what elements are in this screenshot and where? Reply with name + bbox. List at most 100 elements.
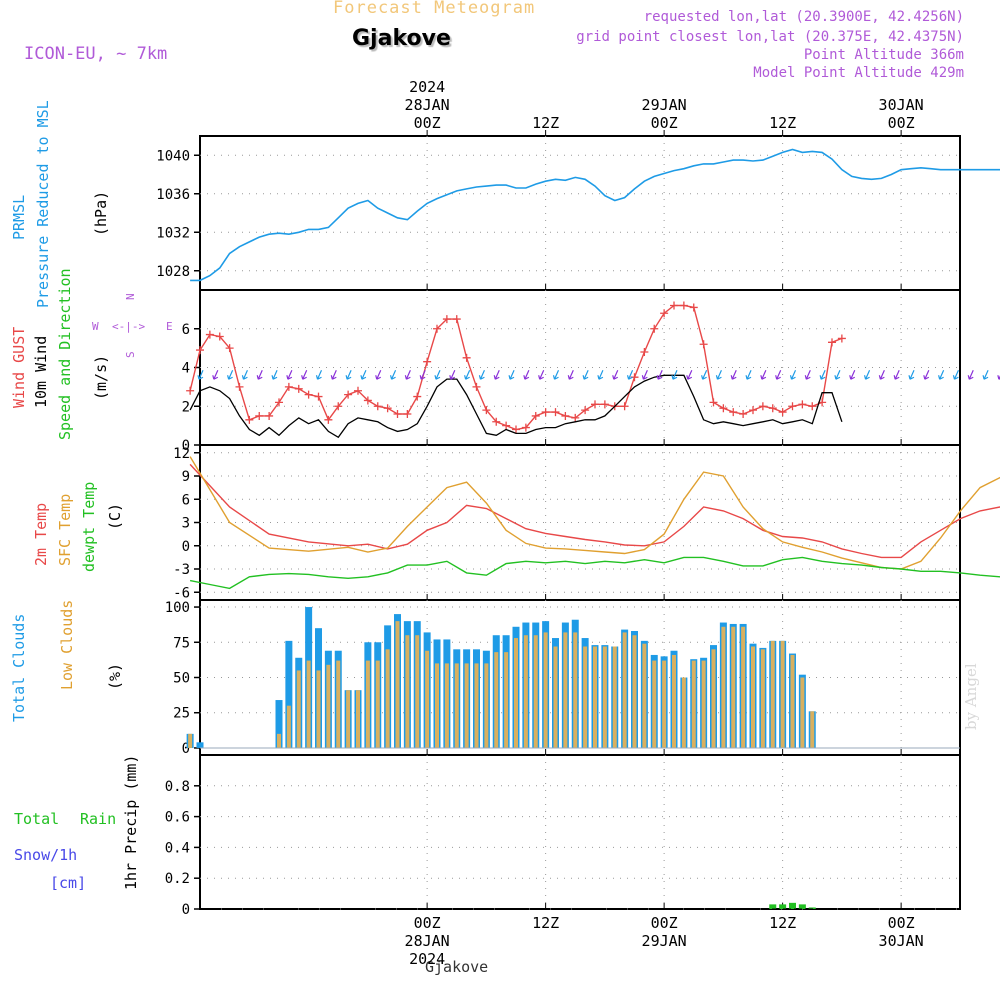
top-time-label: 00Z <box>414 114 441 132</box>
low-cloud-bar <box>583 646 588 748</box>
wind-direction-arrow <box>967 370 974 380</box>
bottom-time-label: 00Z <box>414 914 441 932</box>
panel-frame <box>199 754 961 910</box>
meteogram-title: Forecast Meteogram <box>333 0 536 18</box>
compass-e: E <box>166 320 173 333</box>
total-cloud-bar <box>275 700 283 748</box>
low-cloud-bar <box>454 663 459 748</box>
low-cloud-bar <box>316 670 321 748</box>
low-cloud-bar <box>800 677 805 748</box>
wind-direction-arrow <box>908 370 915 380</box>
low-cloud-bar <box>760 649 765 748</box>
bottom-time-label: 28JAN <box>405 932 450 950</box>
low-cloud-bar <box>543 632 548 748</box>
low-cloud-bar <box>494 652 499 748</box>
gust-marker <box>541 408 550 417</box>
y-tick-label: 4 <box>182 361 190 377</box>
ylabel-total-clouds: Total Clouds <box>10 614 28 722</box>
model-altitude: Model Point Altitude 429m <box>753 65 964 81</box>
low-cloud-bar <box>336 660 341 748</box>
ylabel-precip: 1hr Precip (mm) <box>122 755 140 890</box>
legend-snow: Snow/1h <box>14 846 77 864</box>
bottom-time-label: 00Z <box>888 914 915 932</box>
panel-frame <box>199 444 961 601</box>
low-cloud-bar <box>277 733 281 748</box>
y-tick-label: 6 <box>182 492 190 508</box>
temp-sfc-line <box>189 456 1000 570</box>
ylabel-prmsl: PRMSL <box>10 195 28 240</box>
y-tick-label: 0.4 <box>165 840 190 856</box>
low-cloud-bar <box>464 663 469 748</box>
wind-direction-arrow <box>982 370 989 380</box>
wind-direction-arrow <box>375 370 382 380</box>
wind-direction-arrow <box>241 370 248 380</box>
top-time-label: 28JAN <box>405 96 450 114</box>
gust-marker <box>452 315 461 324</box>
low-cloud-bar <box>425 650 430 748</box>
ylabel-2m-temp: 2m Temp <box>32 503 50 566</box>
wind-direction-arrow <box>271 370 278 380</box>
wind-direction-arrow <box>893 370 900 380</box>
low-cloud-bar <box>296 670 301 748</box>
bottom-time-label: 00Z <box>651 914 678 932</box>
low-cloud-bar <box>612 646 617 748</box>
model-label: ICON-EU, ~ 7km <box>24 44 168 64</box>
gust-marker <box>551 408 560 417</box>
low-cloud-bar <box>346 690 351 748</box>
low-cloud-bar <box>721 626 726 748</box>
panel-temperature: -6 -3 0 3 6 9 12 <box>173 444 961 601</box>
top-time-label: 2024 <box>409 78 445 96</box>
y-tick-label: 1032 <box>156 225 190 241</box>
y-tick-label: 100 <box>165 600 190 616</box>
low-cloud-bar <box>365 660 370 748</box>
wind-direction-arrow <box>404 370 411 380</box>
gust-marker <box>521 423 530 432</box>
low-cloud-bar <box>474 663 479 748</box>
y-tick-label: 0 <box>182 438 190 454</box>
wind-direction-arrow <box>256 370 263 380</box>
gust-marker <box>729 408 738 417</box>
requested-coordinates: requested lon,lat (20.3900E, 42.4256N) <box>643 9 964 25</box>
rain-bar <box>808 907 816 909</box>
wind-direction-arrow <box>315 370 323 380</box>
gust-marker <box>383 404 392 413</box>
wind-direction-arrow <box>212 370 219 380</box>
wind-direction-arrow <box>878 370 885 380</box>
wind-direction-arrow <box>286 370 293 380</box>
gust-marker <box>531 411 540 420</box>
station-name: Gjakove <box>352 26 451 51</box>
compass-n: N <box>124 293 137 300</box>
compass-w: W <box>92 320 99 333</box>
wind-direction-arrow <box>923 370 930 380</box>
ylabel-sfc-temp: SFC Temp <box>56 494 74 566</box>
low-cloud-bar <box>691 660 696 748</box>
wind-direction-arrow <box>775 370 782 380</box>
low-cloud-bar <box>306 660 311 748</box>
wind-direction-arrow <box>301 370 308 380</box>
wind-direction-arrow <box>686 370 693 380</box>
rain-bar <box>779 904 787 909</box>
y-tick-label: 2 <box>182 399 190 415</box>
ylabel-speed-direction: Speed and Direction <box>56 268 74 440</box>
low-cloud-bar <box>810 711 815 748</box>
y-tick-label: 1040 <box>156 148 190 164</box>
wind-direction-arrow <box>197 370 204 380</box>
wind-direction-arrow <box>760 370 767 380</box>
gust-marker <box>344 390 353 399</box>
wind-direction-arrow <box>938 370 945 380</box>
gust-marker <box>186 386 195 395</box>
wind-direction-arrow <box>523 370 530 380</box>
wind-speed-line <box>189 374 843 439</box>
wind-direction-arrow <box>626 370 634 380</box>
gust-marker <box>670 301 678 310</box>
gust-marker <box>205 330 214 339</box>
gust-marker <box>235 382 244 391</box>
low-cloud-bar <box>523 635 528 748</box>
low-cloud-bar <box>790 654 795 748</box>
gust-marker <box>304 390 313 399</box>
ylabel-10m-wind: 10m Wind <box>32 336 50 408</box>
gust-marker <box>255 411 264 420</box>
rain-bar <box>769 904 777 909</box>
y-tick-label: 1036 <box>156 187 190 203</box>
gust-marker <box>363 396 372 405</box>
